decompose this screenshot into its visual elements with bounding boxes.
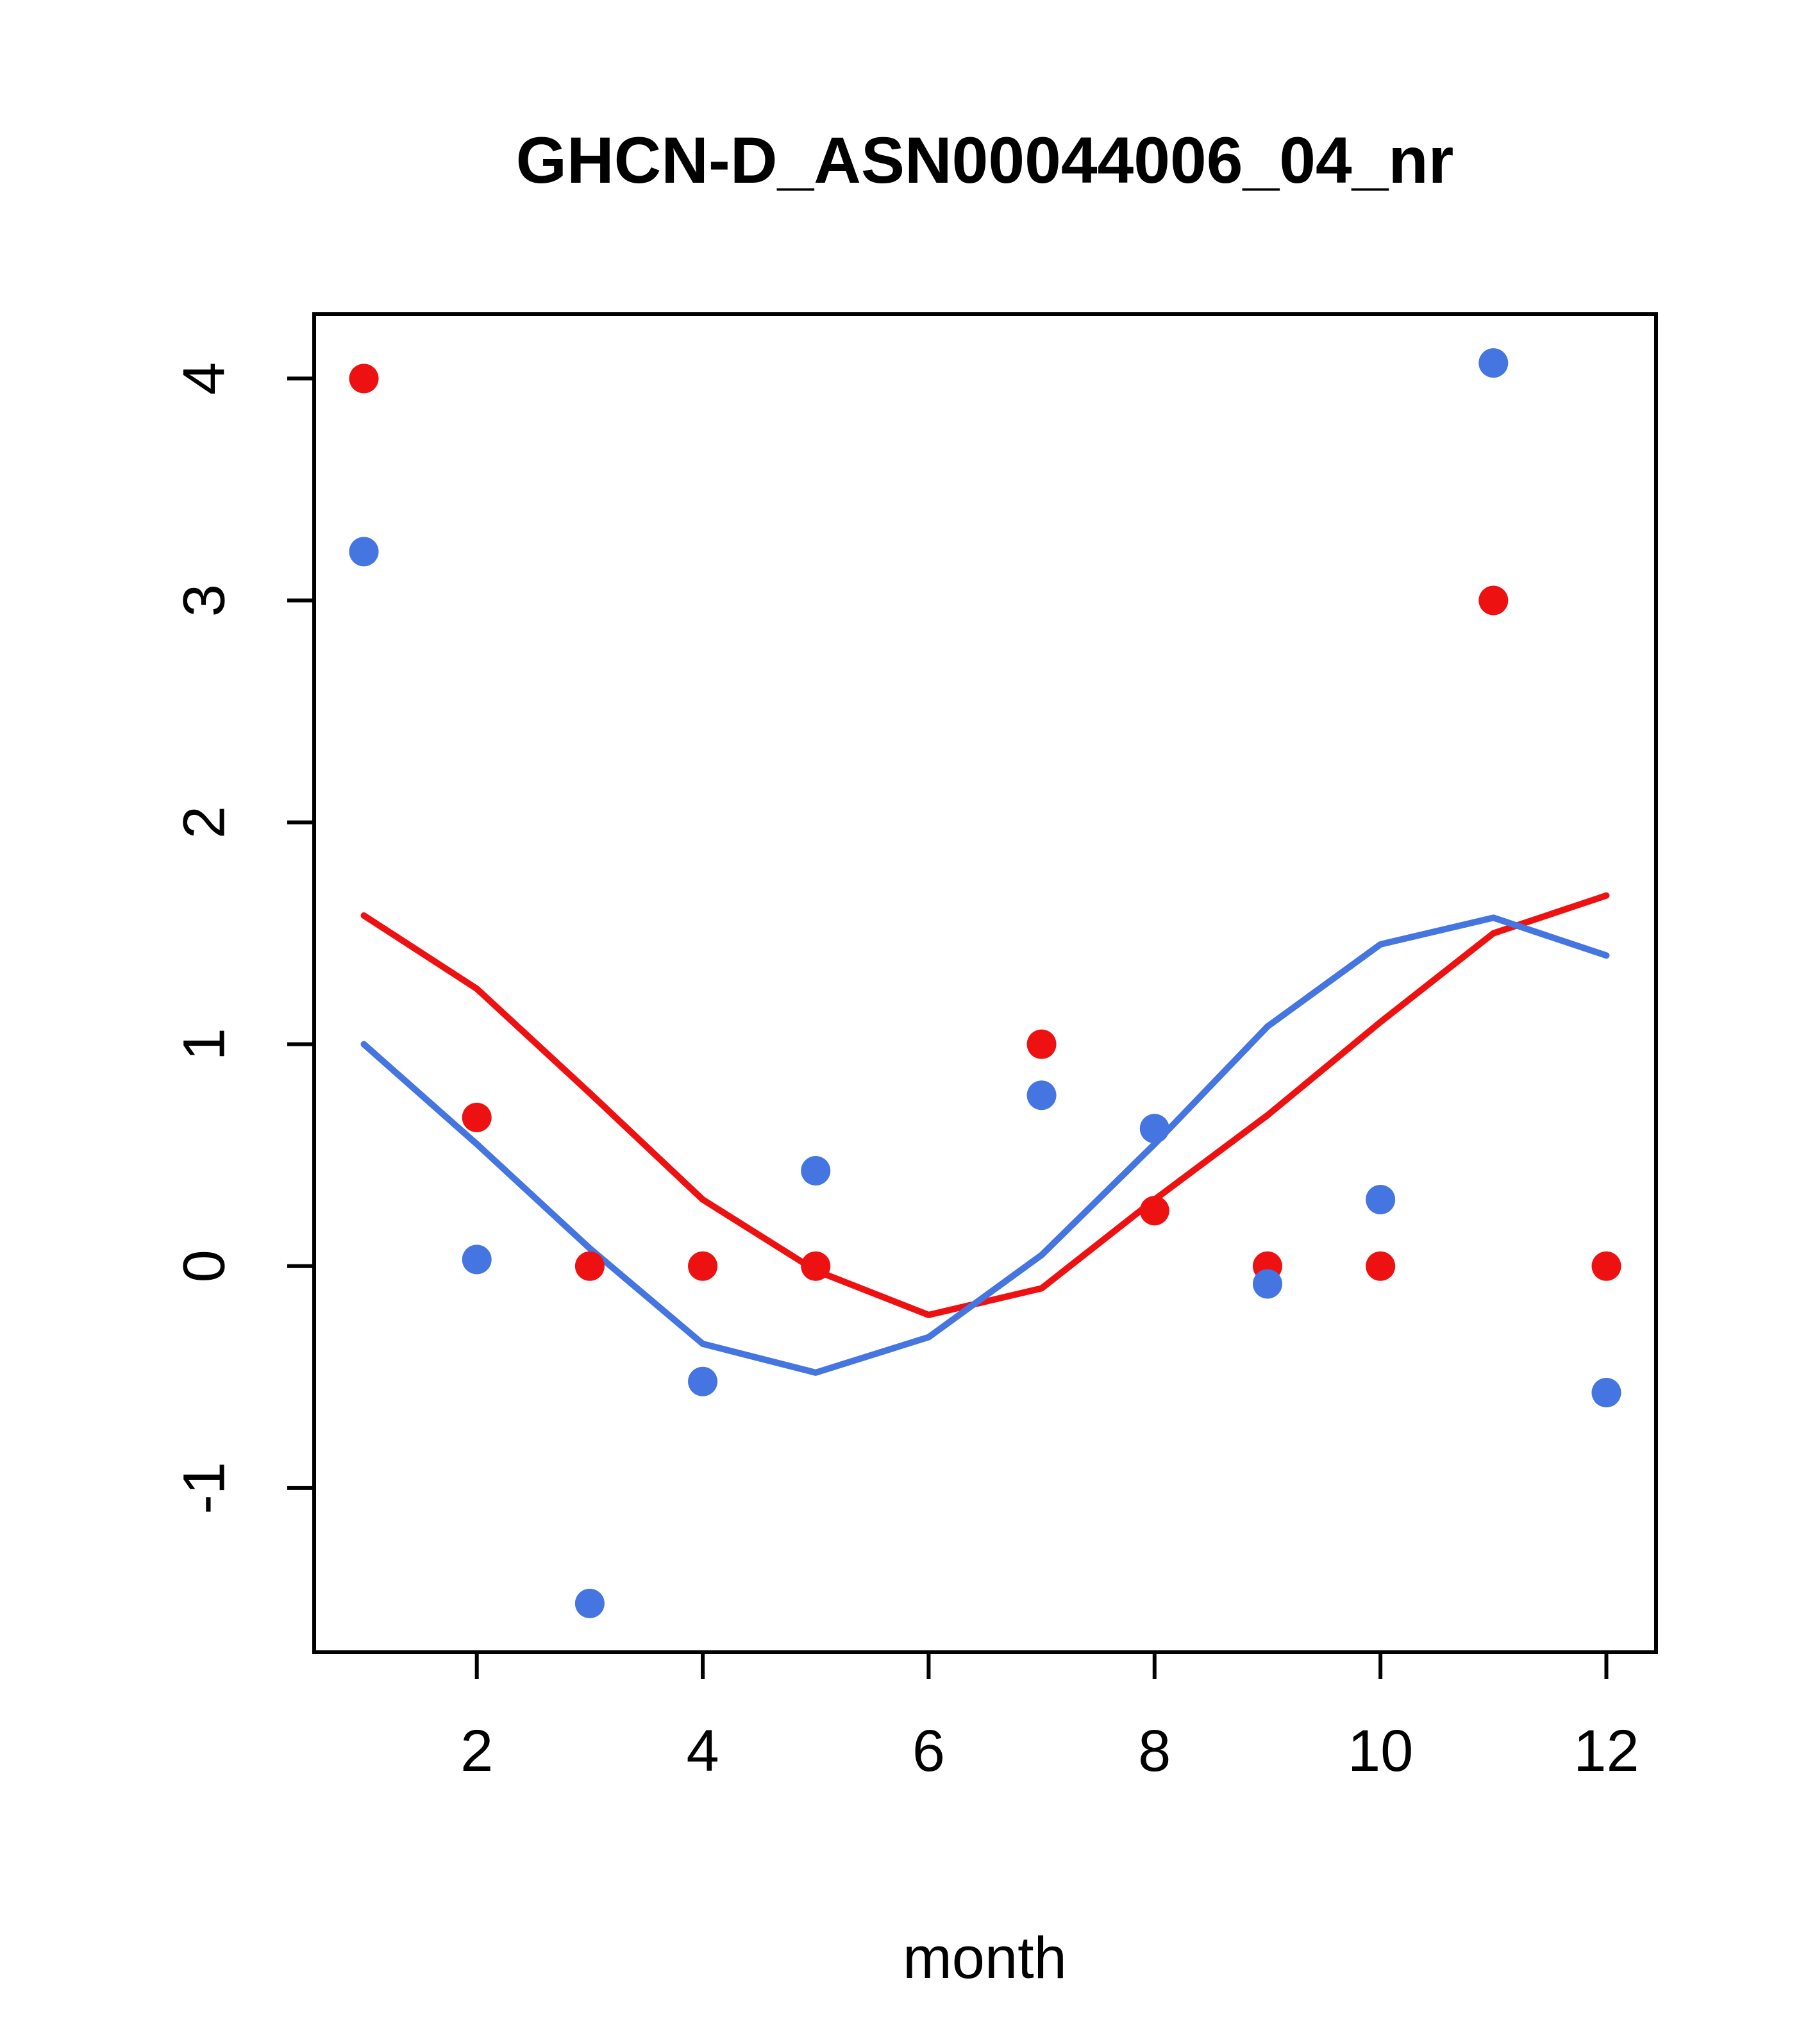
red-smooth-line	[360, 892, 1610, 1318]
y-tick-label: 2	[171, 806, 237, 839]
x-axis-ticks: 2 4 6 8 10 12	[460, 1652, 1639, 1784]
x-tick-label: 2	[460, 1718, 493, 1784]
x-tick-label: 4	[686, 1718, 719, 1784]
blue-points	[349, 348, 1621, 1618]
y-tick-label: 4	[171, 362, 237, 395]
y-tick-label: 0	[171, 1250, 237, 1282]
red-points-point	[462, 1102, 492, 1132]
blue-points-point	[1026, 1080, 1057, 1110]
blue-points-point	[1478, 348, 1509, 378]
red-points-point	[349, 364, 379, 394]
red-points-point	[574, 1251, 605, 1281]
x-tick-label: 12	[1573, 1718, 1639, 1784]
red-points-point	[1478, 585, 1509, 616]
blue-smooth-line	[360, 914, 1610, 1376]
blue-points-point	[574, 1588, 605, 1618]
blue-points-point	[1591, 1378, 1621, 1408]
blue-points-point	[462, 1244, 492, 1275]
blue-points-point	[688, 1366, 718, 1396]
blue-points-point	[349, 537, 379, 567]
red-points-point	[801, 1251, 831, 1281]
red-points-point	[1591, 1251, 1621, 1281]
y-tick-label: 1	[171, 1028, 237, 1060]
red-points-point	[1366, 1251, 1396, 1281]
x-tick-label: 6	[912, 1718, 945, 1784]
x-tick-label: 10	[1348, 1718, 1413, 1784]
blue-points-point	[1252, 1269, 1282, 1299]
blue-points-point	[1139, 1114, 1169, 1144]
red-points	[349, 364, 1621, 1281]
y-tick-label: -1	[171, 1462, 237, 1514]
red-points-point	[1026, 1029, 1057, 1059]
y-tick-label: 3	[171, 584, 237, 617]
x-axis-title: month	[903, 1925, 1067, 1991]
x-tick-label: 8	[1138, 1718, 1171, 1784]
red-points-point	[1139, 1196, 1169, 1226]
blue-points-point	[801, 1155, 831, 1185]
plot-area-border	[312, 312, 1658, 1654]
y-axis-ticks: -1 0 1 2 3 4	[171, 362, 314, 1514]
chart-title: GHCN-D_ASN00044006_04_nr	[516, 124, 1454, 197]
red-points-point	[688, 1251, 718, 1281]
blue-points-point	[1366, 1184, 1396, 1214]
chart-series	[349, 348, 1621, 1618]
